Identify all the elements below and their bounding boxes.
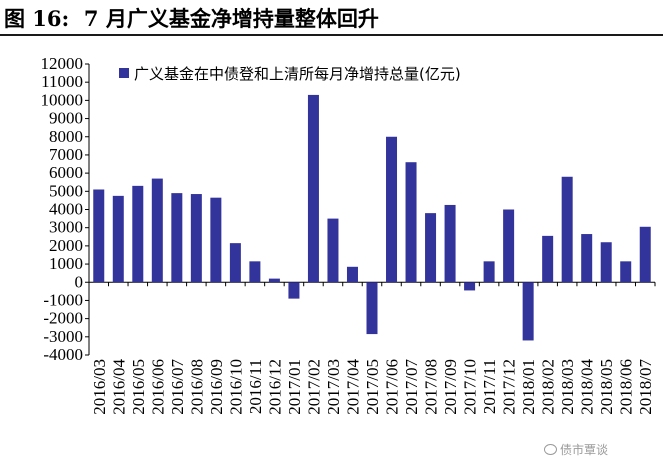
x-tick-label: 2017/01 bbox=[285, 359, 304, 415]
x-tick-label: 2017/02 bbox=[304, 359, 323, 415]
x-tick-label: 2018/07 bbox=[636, 359, 655, 415]
bar bbox=[542, 235, 554, 283]
x-tick-label: 2016/04 bbox=[109, 359, 128, 415]
y-tick-label: 11000 bbox=[41, 72, 83, 91]
bar bbox=[561, 176, 573, 283]
y-tick-label: 3000 bbox=[49, 218, 83, 237]
y-tick-label: 12000 bbox=[41, 54, 84, 73]
x-tick-label: 2017/04 bbox=[343, 359, 362, 415]
figure-title: 图 16: 7 月广义基金净增持量整体回升 bbox=[4, 6, 379, 31]
bar bbox=[190, 194, 202, 283]
bar bbox=[483, 261, 495, 283]
y-tick-labels: 1200011000100009000800070006000500040003… bbox=[41, 54, 89, 364]
figure-header: 图 16: 7 月广义基金净增持量整体回升 bbox=[0, 0, 663, 36]
bar bbox=[112, 195, 124, 283]
x-tick-label: 2017/09 bbox=[441, 359, 460, 415]
x-tick-label: 2017/08 bbox=[422, 359, 441, 415]
bar bbox=[307, 94, 319, 283]
x-tick-label: 2017/05 bbox=[363, 359, 382, 415]
x-tick-label: 2017/06 bbox=[383, 359, 402, 415]
x-tick-label: 2016/08 bbox=[187, 359, 206, 415]
y-tick-label: 2000 bbox=[49, 236, 83, 255]
y-tick-label: -2000 bbox=[43, 309, 83, 328]
bar bbox=[503, 209, 515, 283]
x-tick-label: 2016/09 bbox=[207, 359, 226, 415]
x-tick-label: 2018/06 bbox=[617, 359, 636, 415]
x-tick-labels: 2016/03 2016/04 2016/05 2016/06 2016/07 2016/… bbox=[88, 282, 656, 415]
bar bbox=[151, 178, 163, 283]
y-tick-label: 7000 bbox=[49, 145, 83, 164]
x-tick-label: 2017/10 bbox=[461, 359, 480, 415]
bar bbox=[444, 204, 456, 283]
legend-swatch bbox=[119, 68, 129, 78]
x-tick-label: 2018/04 bbox=[578, 359, 597, 415]
watermark: 债市覃谈 bbox=[544, 441, 608, 458]
bar bbox=[464, 282, 476, 291]
x-tick-label: 2017/03 bbox=[324, 359, 343, 415]
bar bbox=[132, 185, 144, 283]
y-tick-label: -3000 bbox=[43, 327, 83, 346]
bar-chart: 1200011000100009000800070006000500040003… bbox=[41, 54, 656, 415]
bar bbox=[249, 261, 261, 283]
y-tick-label: 10000 bbox=[41, 90, 84, 109]
bar bbox=[210, 197, 222, 283]
x-tick-label: 2016/06 bbox=[148, 359, 167, 415]
legend-label: 广义基金在中债登和上清所每月净增持总量(亿元) bbox=[134, 65, 461, 83]
x-tick-label: 2017/11 bbox=[480, 359, 499, 414]
x-tick-label: 2017/12 bbox=[500, 359, 519, 415]
bar bbox=[229, 243, 241, 283]
y-tick-label: 9000 bbox=[49, 109, 83, 128]
bar bbox=[268, 278, 280, 283]
bar bbox=[171, 193, 183, 283]
x-tick-label: 2018/02 bbox=[539, 359, 558, 415]
y-tick-label: 8000 bbox=[49, 127, 83, 146]
x-tick-label: 2018/03 bbox=[558, 359, 577, 415]
bar bbox=[639, 226, 651, 283]
bar bbox=[620, 261, 632, 283]
bar bbox=[366, 282, 378, 335]
bar bbox=[600, 242, 612, 283]
bar bbox=[581, 234, 593, 283]
bar bbox=[288, 282, 300, 299]
wechat-icon bbox=[544, 444, 557, 455]
bar bbox=[405, 162, 417, 283]
y-tick-label: 4000 bbox=[49, 200, 83, 219]
y-tick-label: 6000 bbox=[49, 163, 83, 182]
x-tick-label: 2016/05 bbox=[129, 359, 148, 415]
y-tick-label: 5000 bbox=[49, 181, 83, 200]
bar bbox=[425, 213, 437, 283]
bar bbox=[93, 189, 105, 283]
bar bbox=[327, 218, 339, 283]
x-tick-label: 2018/05 bbox=[597, 359, 616, 415]
chart-bars bbox=[93, 94, 651, 341]
x-tick-label: 2016/12 bbox=[265, 359, 284, 415]
bar bbox=[346, 266, 358, 283]
y-tick-label: -4000 bbox=[43, 345, 83, 364]
x-tick-label: 2016/07 bbox=[168, 359, 187, 415]
bar bbox=[386, 136, 398, 283]
x-tick-label: 2016/03 bbox=[90, 359, 109, 415]
chart-legend: 广义基金在中债登和上清所每月净增持总量(亿元) bbox=[119, 65, 461, 83]
y-tick-label: 1000 bbox=[49, 254, 83, 273]
x-tick-label: 2016/11 bbox=[246, 359, 265, 414]
y-tick-label: 0 bbox=[75, 272, 84, 291]
y-tick-label: -1000 bbox=[43, 290, 83, 309]
watermark-text: 债市覃谈 bbox=[560, 443, 609, 457]
x-tick-label: 2016/10 bbox=[226, 359, 245, 415]
x-tick-label: 2018/01 bbox=[519, 359, 538, 415]
x-tick-label: 2017/07 bbox=[402, 359, 421, 415]
bar bbox=[522, 282, 534, 341]
